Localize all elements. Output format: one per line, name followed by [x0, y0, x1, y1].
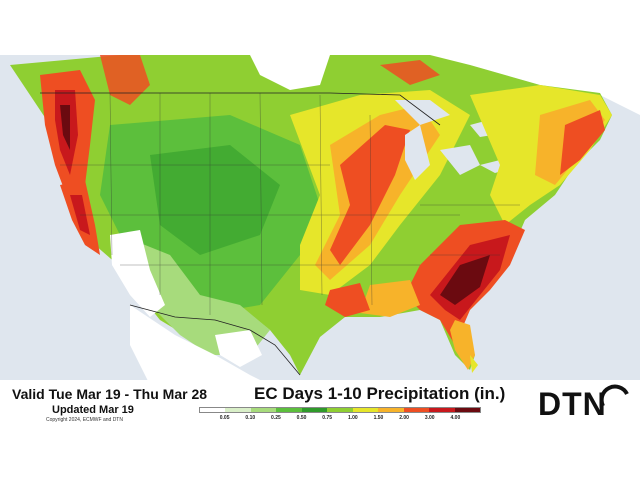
updated-date: Updated Mar 19	[52, 404, 134, 416]
legend-swatch	[276, 408, 302, 412]
legend-swatch	[200, 408, 226, 412]
valid-period: Valid Tue Mar 19 - Thu Mar 28	[12, 386, 208, 402]
dtn-logo: DTN	[538, 386, 607, 422]
legend-swatch	[250, 408, 277, 412]
legend-tick-label: 0.10	[245, 415, 256, 421]
legend-tick-label: 0.05	[219, 415, 230, 421]
legend-swatch	[352, 408, 379, 412]
precipitation-map	[0, 55, 640, 426]
legend-swatch	[429, 408, 455, 412]
legend-tick-label: 0.25	[271, 415, 281, 421]
map-graphic	[0, 55, 640, 426]
legend-tick-label: 3.00	[424, 415, 435, 421]
legend-color-bar	[199, 407, 481, 413]
legend-swatch	[454, 408, 480, 412]
copyright-text: Copyright 2024, ECMWF and DTN	[46, 417, 123, 423]
legend-tick-label: 4.00	[450, 415, 461, 421]
legend-swatch	[403, 408, 430, 412]
legend-tick-label: 0.50	[296, 415, 307, 421]
legend-tick-label: 1.50	[373, 415, 384, 421]
legend-tick-label: 2.00	[399, 415, 409, 421]
legend-tick-label: 0.75	[322, 415, 333, 421]
dtn-logo-arc-icon	[600, 384, 629, 407]
map-title: EC Days 1-10 Precipitation (in.)	[254, 384, 506, 403]
legend-swatch	[327, 408, 353, 412]
map-footer: Valid Tue Mar 19 - Thu Mar 28 Updated Ma…	[0, 380, 640, 426]
legend-swatch	[225, 408, 251, 412]
legend-swatch	[378, 408, 404, 412]
legend-tick-label: 1.00	[347, 415, 358, 421]
legend-swatch	[301, 408, 328, 412]
